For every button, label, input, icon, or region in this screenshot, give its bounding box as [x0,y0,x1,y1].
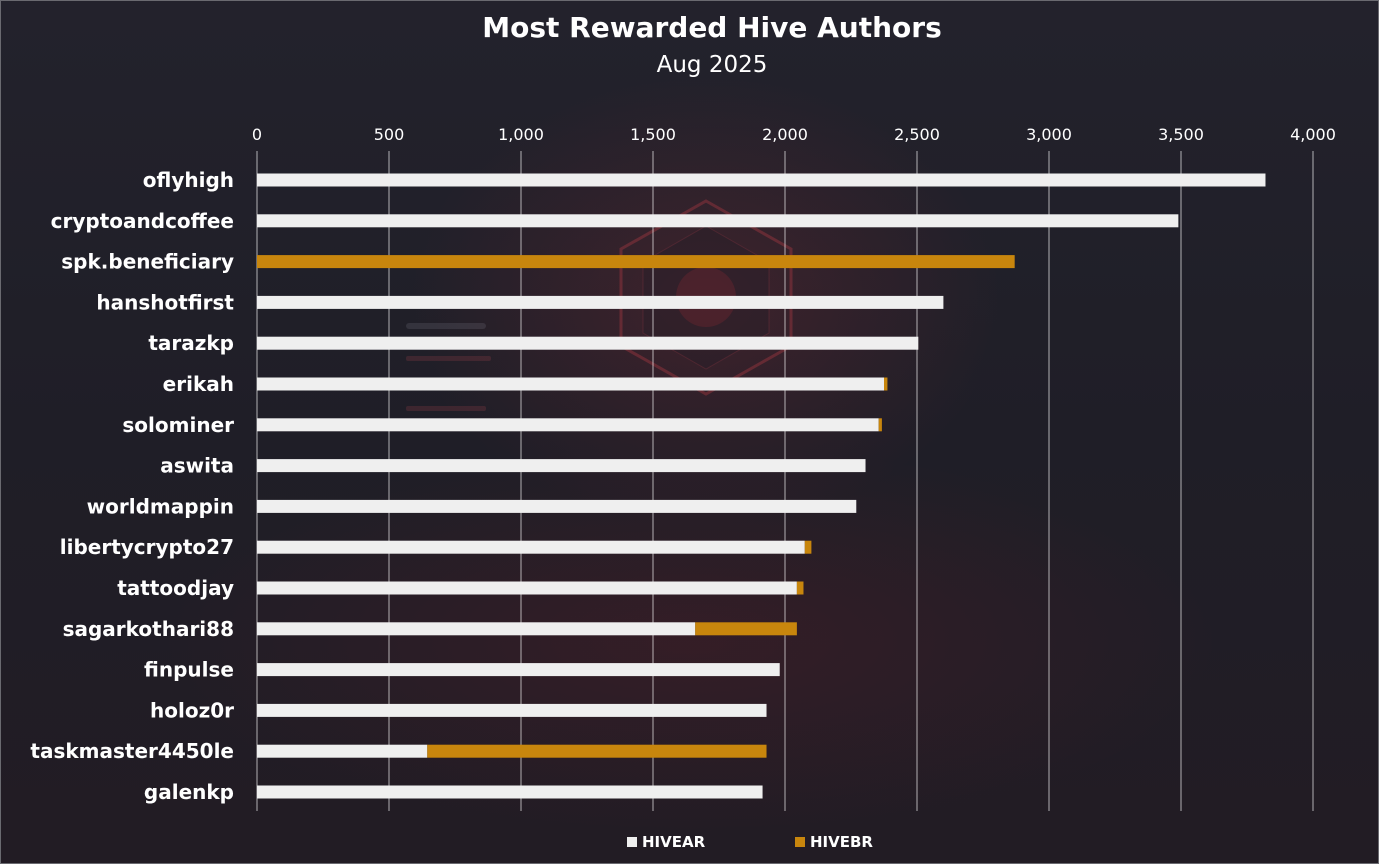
x-tick-label: 4,000 [1290,125,1336,144]
category-label: libertycrypto27 [60,535,234,559]
category-label: cryptoandcoffee [51,209,234,233]
category-labels: oflyhigh cryptoandcoffee spk.beneficiary ha… [30,168,234,804]
chart-subtitle: Aug 2025 [657,52,768,78]
bar-hivear [257,540,805,554]
legend-swatch [627,837,637,847]
category-label: oflyhigh [143,168,234,192]
category-label: sagarkothari88 [63,617,234,641]
legend-label: HIVEAR [642,833,706,851]
legend: HIVEAR HIVEBR [627,833,873,851]
chart-title: Most Rewarded Hive Authors [482,11,942,44]
category-label: galenkp [144,780,234,804]
category-label: tarazkp [148,331,234,355]
category-label: tattoodjay [117,576,234,600]
bar-hivear [257,581,797,595]
category-label: solominer [122,413,234,437]
x-tick-label: 0 [252,125,262,144]
bar-hivebr [427,744,767,758]
legend-swatch [795,837,805,847]
x-axis-tick-labels: 0 500 1,000 1,500 2,000 2,500 3,000 3,500 4,000 [252,125,1336,144]
x-tick-label: 500 [374,125,405,144]
bar-hivear [257,418,879,432]
bar-hivear [257,499,857,513]
category-label: erikah [163,372,234,396]
bar-hivear [257,336,919,350]
bar-hivebr [796,581,804,595]
bar-hivear [257,459,866,473]
bar-hivebr [804,540,812,554]
x-tick-label: 2,000 [762,125,808,144]
bar-hivear [257,744,428,758]
bar-hivear [257,703,767,717]
bar-hivear [257,622,696,636]
bar-hivebr [878,418,882,432]
bar-hivebr [257,255,1015,269]
bar-hivear [257,214,1179,228]
bar-hivear [257,663,780,677]
bar-hivear [257,295,944,309]
category-label: hanshotfirst [96,290,234,314]
bar-hivear [257,173,1266,187]
bar-hivear [257,785,763,799]
legend-label: HIVEBR [810,833,873,851]
category-label: worldmappin [87,494,234,518]
x-tick-label: 3,000 [1026,125,1072,144]
bar-hivebr [695,622,797,636]
x-tick-label: 1,500 [630,125,676,144]
category-label: spk.beneficiary [61,250,234,274]
category-label: taskmaster4450le [30,739,234,763]
x-tick-label: 3,500 [1158,125,1204,144]
category-label: finpulse [144,658,234,682]
x-tick-label: 1,000 [498,125,544,144]
x-tick-label: 2,500 [894,125,940,144]
category-label: aswita [160,454,234,478]
bar-hivear [257,377,884,391]
bars [257,173,1266,799]
category-label: holoz0r [150,698,234,722]
bar-hivebr [884,377,888,391]
